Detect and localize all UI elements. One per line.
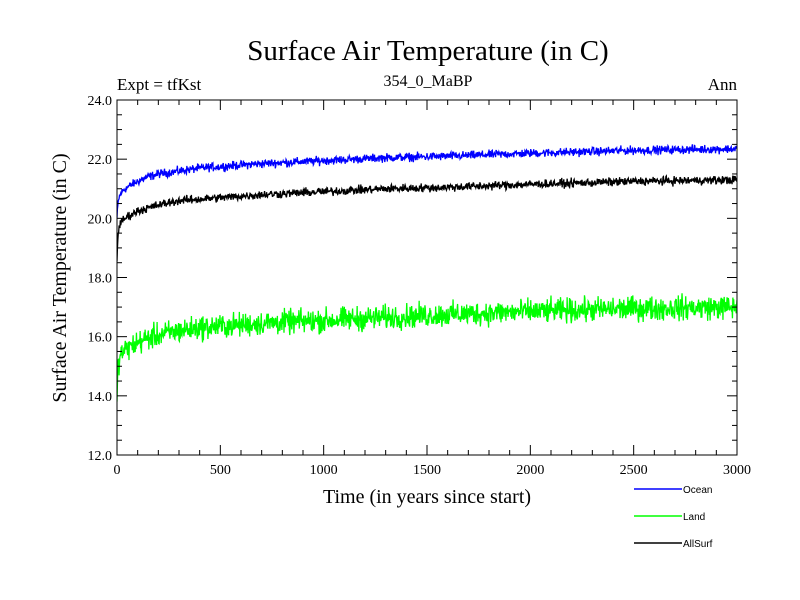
x-tick-label: 2000 xyxy=(516,463,544,478)
x-tick-label: 0 xyxy=(114,463,121,478)
season-label: Ann xyxy=(708,75,738,94)
y-tick-label: 24.0 xyxy=(88,94,113,109)
series-line-land xyxy=(117,293,737,402)
y-tick-label: 22.0 xyxy=(88,153,113,168)
x-tick-label: 2500 xyxy=(620,463,648,478)
y-axis-label: Surface Air Temperature (in C) xyxy=(49,153,71,402)
legend-label-ocean: Ocean xyxy=(683,485,712,496)
x-tick-label: 1000 xyxy=(310,463,338,478)
y-tick-label: 14.0 xyxy=(88,390,113,405)
legend-label-land: Land xyxy=(683,512,705,523)
y-tick-label: 20.0 xyxy=(88,212,113,227)
x-axis-label: Time (in years since start) xyxy=(323,486,531,508)
x-tick-label: 500 xyxy=(210,463,231,478)
series-layer xyxy=(117,143,737,402)
legend-label-allsurf: AllSurf xyxy=(683,539,713,550)
legend: Ocean Land AllSurf xyxy=(634,485,713,550)
series-line-allsurf xyxy=(117,174,737,262)
y-tick-label: 16.0 xyxy=(88,331,113,346)
y-tick-label: 12.0 xyxy=(88,449,113,464)
chart-title: Surface Air Temperature (in C) xyxy=(247,35,608,67)
chart-subtitle: 354_0_MaBP xyxy=(384,73,473,90)
series-line-ocean xyxy=(117,143,737,218)
x-tick-label: 1500 xyxy=(413,463,441,478)
y-tick-label: 18.0 xyxy=(88,272,113,287)
experiment-label: Expt = tfKst xyxy=(117,75,201,94)
x-tick-label: 3000 xyxy=(723,463,751,478)
ticks-layer: 0 500 1000 1500 2000 2500 3000 12.0 14.0 16.0 18.0… xyxy=(88,94,752,478)
